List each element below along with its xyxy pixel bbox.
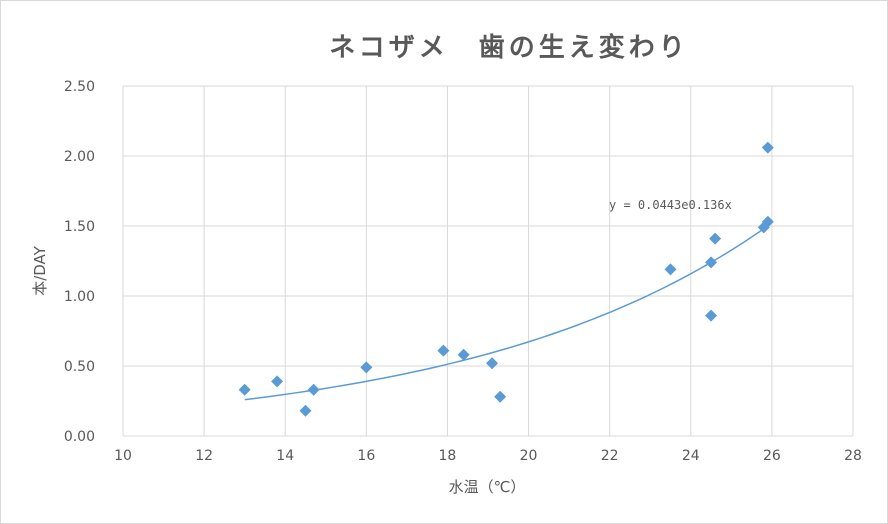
y-tick-label: 2.00 xyxy=(64,149,95,165)
x-tick-label: 14 xyxy=(276,448,294,464)
x-tick-label: 20 xyxy=(520,448,538,464)
x-tick-label: 28 xyxy=(844,448,862,464)
y-tick-label: 0.00 xyxy=(64,429,95,445)
data-point xyxy=(664,263,677,276)
data-point xyxy=(360,361,373,374)
data-point xyxy=(299,404,312,417)
data-point xyxy=(271,375,284,388)
tick-labels: 10 12 14 16 18 20 22 24 26 28 0.00 0.50 1.00 1.50 2.00… xyxy=(64,79,862,464)
data-point xyxy=(761,215,774,228)
x-tick-label: 10 xyxy=(114,448,132,464)
data-point xyxy=(307,383,320,396)
x-tick-label: 12 xyxy=(195,448,213,464)
chart-title: ネコザメ 歯の生え変わり xyxy=(329,33,689,63)
data-point xyxy=(705,309,718,322)
y-tick-label: 2.50 xyxy=(64,79,95,95)
trendline xyxy=(244,225,769,401)
data-point xyxy=(705,256,718,269)
data-point xyxy=(486,357,499,370)
y-tick-label: 1.50 xyxy=(64,219,95,235)
trendline-equation: y = 0.0443e0.136x xyxy=(609,198,732,212)
y-axis-title: 本/DAY xyxy=(31,245,49,295)
x-tick-label: 16 xyxy=(357,448,375,464)
data-point xyxy=(238,383,251,396)
data-points xyxy=(238,141,774,417)
y-tick-label: 0.50 xyxy=(64,359,95,375)
data-point xyxy=(494,390,507,403)
data-point xyxy=(709,232,722,245)
x-tick-label: 18 xyxy=(439,448,457,464)
x-tick-label: 26 xyxy=(763,448,781,464)
data-point xyxy=(761,141,774,154)
x-axis-title: 水温（℃） xyxy=(449,478,526,496)
y-tick-label: 1.00 xyxy=(64,289,95,305)
x-tick-label: 22 xyxy=(601,448,619,464)
data-point xyxy=(437,344,450,357)
data-point xyxy=(457,348,470,361)
gridlines xyxy=(122,85,854,437)
x-tick-label: 24 xyxy=(682,448,700,464)
